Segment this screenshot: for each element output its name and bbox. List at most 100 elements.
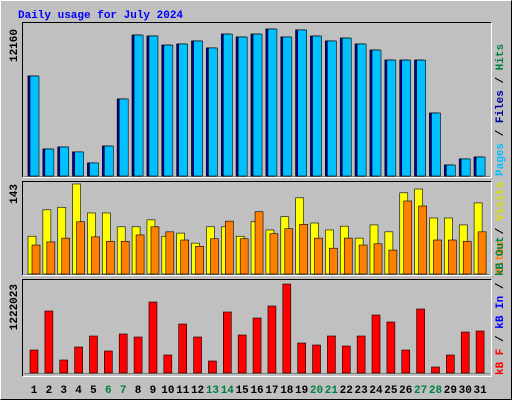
- bar: [118, 98, 129, 177]
- x-tick-label: 25: [384, 385, 398, 397]
- panel-shade: [22, 22, 492, 178]
- x-tick-label: 15: [236, 385, 250, 397]
- bar: [252, 317, 262, 374]
- bar: [29, 349, 39, 374]
- bar: [195, 246, 204, 275]
- bar: [327, 40, 337, 177]
- bar: [150, 226, 160, 275]
- bar: [193, 336, 202, 374]
- bar: [91, 236, 100, 275]
- bar: [371, 314, 381, 374]
- bar: [59, 359, 69, 374]
- bar: [178, 323, 187, 374]
- bar: [208, 360, 217, 374]
- x-tick-label: 17: [265, 385, 278, 397]
- bar: [462, 240, 472, 275]
- bar: [431, 366, 440, 374]
- bar: [44, 148, 55, 177]
- bar: [433, 239, 442, 275]
- x-tick-label: 18: [280, 385, 294, 397]
- bar: [269, 233, 279, 275]
- bar: [386, 59, 397, 177]
- bar: [148, 301, 158, 374]
- bar: [448, 239, 457, 275]
- panel-light: [22, 279, 492, 377]
- legend-entry: Pages: [495, 143, 507, 176]
- bar: [475, 156, 486, 177]
- bar: [356, 43, 367, 177]
- bar: [386, 321, 396, 374]
- bar: [61, 237, 71, 275]
- bar: [431, 112, 441, 177]
- legend-entry: Sites: [495, 241, 507, 274]
- x-tick-label: 20: [310, 385, 323, 397]
- bar: [299, 223, 308, 275]
- bar: [312, 344, 321, 374]
- y-max-label: 12160: [9, 29, 21, 62]
- bar: [31, 244, 41, 275]
- bar: [106, 240, 115, 275]
- bar: [446, 354, 455, 374]
- chart-title: Daily usage for July 2024: [18, 10, 183, 22]
- bar: [239, 238, 249, 275]
- bar: [74, 151, 84, 177]
- x-tick-label: 2: [46, 385, 53, 397]
- legend: kB F / kB In / kB Out: [495, 236, 507, 375]
- bar: [341, 345, 351, 374]
- bar: [418, 205, 427, 275]
- x-tick-label: 13: [206, 385, 220, 397]
- bar: [371, 49, 382, 177]
- bar: [460, 158, 471, 177]
- bar: [312, 35, 322, 177]
- bar: [133, 336, 143, 374]
- legend-separator: /: [495, 227, 507, 234]
- legend: Sites / Visits: [495, 182, 507, 274]
- bar: [165, 231, 175, 275]
- bar: [401, 349, 411, 374]
- bar: [223, 311, 232, 374]
- bar: [446, 164, 456, 177]
- legend-entry: kB F: [495, 349, 507, 375]
- bar: [118, 333, 128, 374]
- x-tick-label: 8: [135, 385, 142, 397]
- bar: [29, 75, 40, 177]
- x-tick-label: 12: [191, 385, 204, 397]
- panel-shade: [22, 279, 492, 377]
- bar: [163, 44, 174, 177]
- bar: [210, 238, 219, 275]
- bar: [416, 308, 425, 374]
- legend-entry: Hits: [495, 44, 507, 70]
- x-tick-label: 22: [340, 385, 353, 397]
- bar: [46, 241, 56, 275]
- bar: [193, 40, 203, 177]
- bar: [104, 145, 114, 177]
- x-tick-label: 28: [429, 385, 443, 397]
- legend-entry: Visits: [495, 182, 507, 222]
- bar: [343, 237, 353, 275]
- bar: [401, 59, 412, 177]
- bar: [208, 47, 218, 177]
- bar: [237, 36, 248, 177]
- panel-shade: [22, 181, 492, 276]
- bar: [225, 220, 234, 275]
- bar: [475, 330, 485, 374]
- bar: [104, 350, 113, 374]
- x-tick-label: 16: [250, 385, 263, 397]
- x-tick-label: 11: [176, 385, 190, 397]
- bar: [373, 243, 383, 275]
- x-tick-label: 24: [369, 385, 383, 397]
- legend: Pages / Files / Hits: [495, 44, 507, 176]
- bar: [267, 305, 277, 374]
- x-tick-label: 6: [105, 385, 112, 397]
- bar: [329, 247, 338, 275]
- bar: [356, 335, 366, 374]
- bar: [297, 342, 306, 374]
- bar: [282, 283, 292, 374]
- legend-separator: /: [495, 282, 507, 289]
- bar: [180, 239, 189, 275]
- bar: [237, 334, 247, 374]
- x-tick-label: 21: [325, 385, 339, 397]
- bar: [252, 33, 263, 177]
- bar: [74, 346, 83, 374]
